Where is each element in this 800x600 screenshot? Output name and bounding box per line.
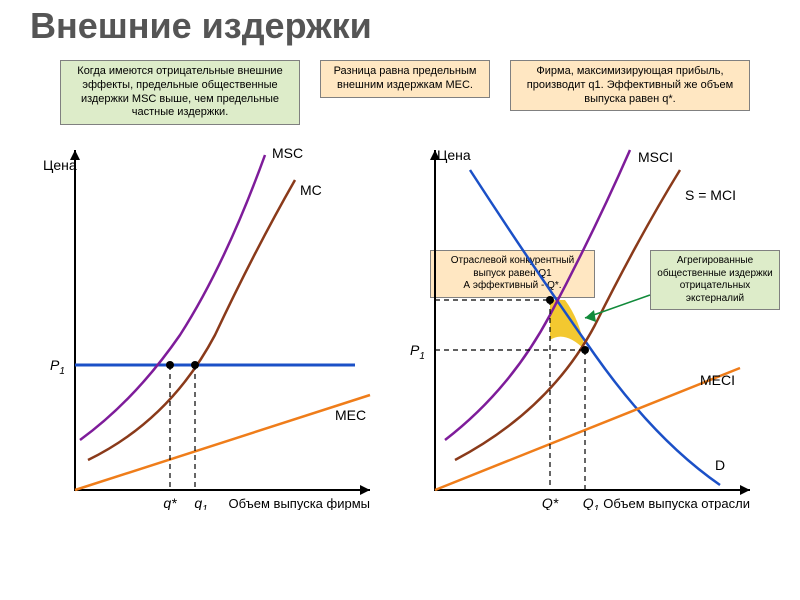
label-mec-i: MECI bbox=[700, 372, 735, 388]
label-msc: MSC bbox=[272, 145, 303, 161]
page-title: Внешние издержки bbox=[30, 5, 372, 47]
label-q1-right: Q1 bbox=[583, 495, 599, 510]
point-msc-p1 bbox=[166, 361, 174, 369]
label-output-left: Объем выпуска фирмы bbox=[229, 496, 370, 510]
arrow-head bbox=[585, 310, 596, 322]
callout-msc-above-mc: Когда имеются отрицательные внешние эффе… bbox=[60, 60, 300, 125]
label-q1-left: q1 bbox=[194, 495, 207, 510]
curve-mc bbox=[88, 180, 295, 460]
label-mc-i: S = MCI bbox=[685, 187, 736, 203]
chart-firm: Цена Объем выпуска фирмы P1 q* q1 MSC MC… bbox=[40, 140, 390, 510]
point-market bbox=[581, 346, 589, 354]
label-output-right: Объем выпуска отрасли bbox=[603, 496, 750, 510]
label-qstar-right: Q* bbox=[542, 495, 559, 510]
point-efficient bbox=[546, 296, 554, 304]
curve-msc-industry bbox=[445, 150, 630, 440]
label-mc: MC bbox=[300, 182, 322, 198]
label-p1-left: P1 bbox=[50, 357, 65, 377]
label-price-right: Цена bbox=[437, 147, 471, 163]
callout-firm-output: Фирма, максимизирующая прибыль, производ… bbox=[510, 60, 750, 111]
curve-mec-industry bbox=[435, 368, 740, 490]
label-mec: MEC bbox=[335, 407, 366, 423]
point-mc-p1 bbox=[191, 361, 199, 369]
chart-industry: Цена Объем выпуска отрасли P1 Q* Q1 MSCI… bbox=[400, 140, 780, 510]
label-price-left: Цена bbox=[43, 157, 77, 173]
label-qstar-left: q* bbox=[163, 495, 177, 510]
label-p1-right: P1 bbox=[410, 342, 425, 362]
label-d: D bbox=[715, 457, 725, 473]
callout-mec-difference: Разница равна предельным внешним издержк… bbox=[320, 60, 490, 98]
label-msc-i: MSCI bbox=[638, 149, 673, 165]
